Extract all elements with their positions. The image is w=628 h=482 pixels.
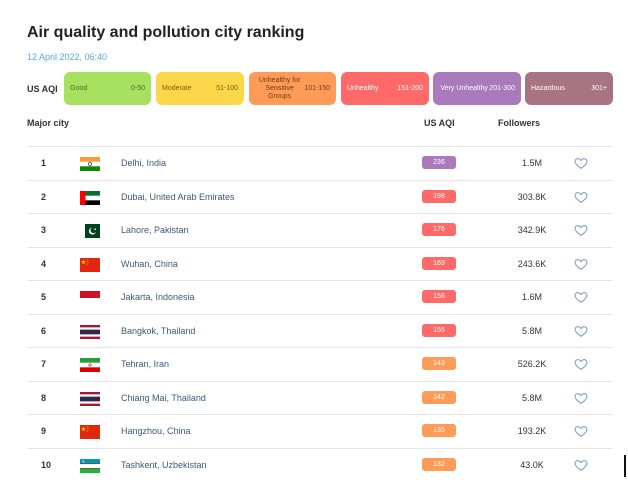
heart-icon[interactable]: [574, 223, 588, 237]
legend-usg-name: Unhealthy for Sensitive Groups: [255, 77, 304, 101]
table-row[interactable]: 3 Lahore, Pakistan 176 342.9K: [27, 213, 613, 247]
followers-count: 526.2K: [502, 359, 562, 369]
followers-count: 5.8M: [502, 326, 562, 336]
table-row[interactable]: 5 Jakarta, Indonesia 156 1.6M: [27, 280, 613, 314]
legend-good-range: 0-50: [131, 85, 145, 92]
thailand-flag: [80, 325, 100, 339]
city-link[interactable]: Hangzhou, China: [121, 426, 191, 436]
uae-flag: [80, 191, 100, 205]
aqi-legend-label: US AQI: [27, 84, 58, 94]
legend-good-name: Good: [70, 85, 131, 93]
table-row[interactable]: 8 Chiang Mai, Thailand 142 5.8M: [27, 381, 613, 415]
column-header-aqi: US AQI: [424, 118, 455, 128]
table-row[interactable]: 2 Dubai, United Arab Emirates 198 303.8K: [27, 180, 613, 214]
heart-icon[interactable]: [574, 190, 588, 204]
followers-count: 1.6M: [502, 292, 562, 302]
china-flag: [80, 258, 100, 272]
heart-icon[interactable]: [574, 424, 588, 438]
aqi-badge: 169: [422, 257, 456, 270]
aqi-badge: 156: [422, 290, 456, 303]
legend-moderate: Moderate 51-100: [156, 72, 244, 105]
page-title: Air quality and pollution city ranking: [27, 24, 304, 42]
table-row[interactable]: 1 Delhi, India 236 1.5M: [27, 146, 613, 180]
legend-moderate-range: 51-100: [216, 85, 238, 92]
city-link[interactable]: Tehran, Iran: [121, 359, 169, 369]
heart-icon[interactable]: [574, 156, 588, 170]
legend-very-unhealthy: Very Unhealthy 201-300: [433, 72, 521, 105]
city-link[interactable]: Wuhan, China: [121, 259, 178, 269]
column-header-city: Major city: [27, 118, 69, 128]
heart-icon[interactable]: [574, 324, 588, 338]
city-link[interactable]: Chiang Mai, Thailand: [121, 393, 206, 403]
city-link[interactable]: Jakarta, Indonesia: [121, 292, 195, 302]
uzbekistan-flag: [80, 459, 100, 473]
rank-number: 3: [41, 225, 46, 235]
legend-very-name: Very Unhealthy: [439, 85, 489, 93]
rank-number: 5: [41, 292, 46, 302]
aqi-badge: 155: [422, 324, 456, 337]
followers-count: 1.5M: [502, 158, 562, 168]
legend-hazardous: Hazardous 301+: [525, 72, 613, 105]
city-link[interactable]: Delhi, India: [121, 158, 166, 168]
heart-icon[interactable]: [574, 458, 588, 472]
followers-count: 243.6K: [502, 259, 562, 269]
followers-count: 43.0K: [502, 460, 562, 470]
rank-number: 7: [41, 359, 46, 369]
table-row[interactable]: 4 Wuhan, China 169 243.6K: [27, 247, 613, 281]
table-row[interactable]: 10 Tashkent, Uzbekistan 132 43.0K: [27, 448, 613, 482]
followers-count: 5.8M: [502, 393, 562, 403]
legend-usg-range: 101-150: [304, 85, 330, 92]
followers-count: 303.8K: [502, 192, 562, 202]
timestamp: 12 April 2022, 06:40: [27, 52, 107, 62]
heart-icon[interactable]: [574, 257, 588, 271]
legend-unhealthy-range: 151-200: [397, 85, 423, 92]
legend-unhealthy-sensitive: Unhealthy for Sensitive Groups 101-150: [249, 72, 336, 105]
city-link[interactable]: Dubai, United Arab Emirates: [121, 192, 235, 202]
city-link[interactable]: Lahore, Pakistan: [121, 225, 189, 235]
aqi-badge: 143: [422, 357, 456, 370]
aqi-badge: 142: [422, 391, 456, 404]
heart-icon[interactable]: [574, 357, 588, 371]
rank-number: 2: [41, 192, 46, 202]
rank-number: 10: [41, 460, 51, 470]
legend-moderate-name: Moderate: [162, 85, 216, 93]
legend-unhealthy-name: Unhealthy: [347, 85, 397, 93]
legend-hazard-name: Hazardous: [531, 85, 591, 93]
rank-number: 4: [41, 259, 46, 269]
aqi-badge: 135: [422, 424, 456, 437]
city-link[interactable]: Tashkent, Uzbekistan: [121, 460, 207, 470]
edge-mark: [624, 455, 626, 477]
table-row[interactable]: 6 Bangkok, Thailand 155 5.8M: [27, 314, 613, 348]
legend-unhealthy: Unhealthy 151-200: [341, 72, 429, 105]
india-flag: [80, 157, 100, 171]
rank-number: 9: [41, 426, 46, 436]
china-flag: [80, 425, 100, 439]
rank-number: 8: [41, 393, 46, 403]
followers-count: 342.9K: [502, 225, 562, 235]
aqi-badge: 236: [422, 156, 456, 169]
legend-very-range: 201-300: [489, 85, 515, 92]
city-link[interactable]: Bangkok, Thailand: [121, 326, 195, 336]
heart-icon[interactable]: [574, 391, 588, 405]
iran-flag: [80, 358, 100, 372]
rank-number: 1: [41, 158, 46, 168]
pakistan-flag: [80, 224, 100, 238]
table-row[interactable]: 7 Tehran, Iran 143 526.2K: [27, 347, 613, 381]
aqi-badge: 132: [422, 458, 456, 471]
heart-icon[interactable]: [574, 290, 588, 304]
table-row[interactable]: 9 Hangzhou, China 135 193.2K: [27, 414, 613, 448]
rank-number: 6: [41, 326, 46, 336]
column-header-followers: Followers: [498, 118, 540, 128]
aqi-badge: 176: [422, 223, 456, 236]
aqi-badge: 198: [422, 190, 456, 203]
followers-count: 193.2K: [502, 426, 562, 436]
thailand-flag: [80, 392, 100, 406]
legend-hazard-range: 301+: [591, 85, 607, 92]
legend-good: Good 0-50: [64, 72, 151, 105]
indonesia-flag: [80, 291, 100, 305]
